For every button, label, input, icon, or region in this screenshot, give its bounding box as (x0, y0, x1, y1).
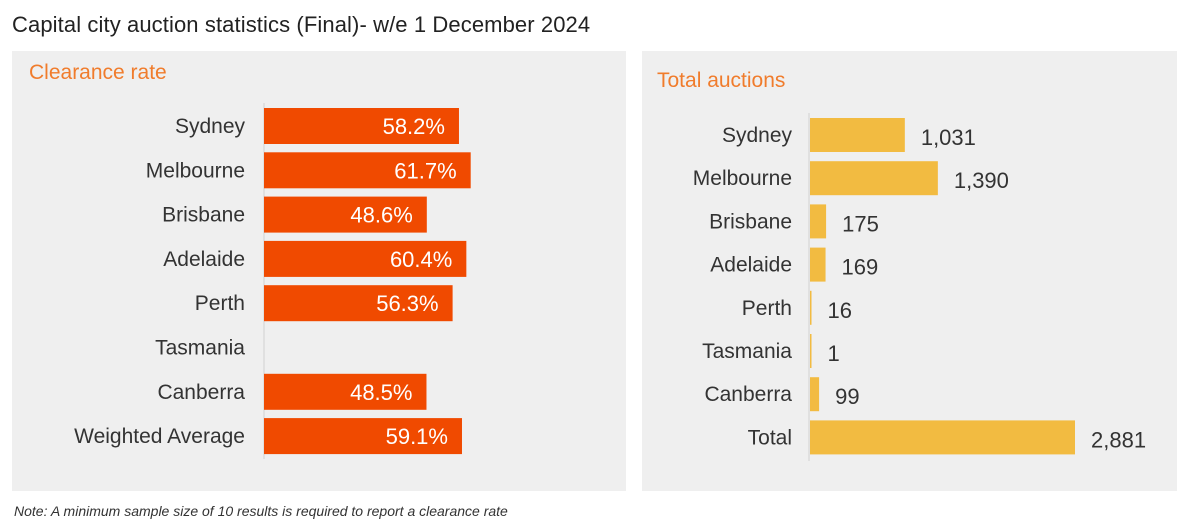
clearance-bar-adelaide (264, 240, 467, 277)
footnote: Note: A minimum sample size of 10 result… (14, 503, 508, 519)
category-label-total: Total (748, 426, 792, 449)
clearance-bar-canberra (264, 373, 427, 410)
category-label-tasmania: Tasmania (702, 340, 792, 363)
clearance-bar-sydney (264, 108, 459, 144)
clearance-bar-perth (264, 285, 453, 322)
auctions-bar-tasmania (810, 334, 812, 368)
auctions-value-total: 2,881 (1091, 427, 1146, 452)
auctions-value-adelaide: 169 (842, 255, 879, 280)
category-label-canberra: Canberra (704, 383, 792, 406)
category-label-sydney: Sydney (722, 124, 793, 147)
clearance-value-weighted-average: 59.1% (386, 424, 448, 449)
clearance-rate-title: Clearance rate (29, 61, 167, 84)
category-label-brisbane: Brisbane (162, 204, 245, 227)
category-label-tasmania: Tasmania (155, 337, 245, 360)
total-auctions-title: Total auctions (657, 69, 786, 92)
auctions-value-perth: 16 (828, 298, 852, 323)
clearance-rate-panel: Clearance rate Sydney 58.2% Melbourne 61.7%… (12, 51, 626, 491)
auctions-bar-total (810, 420, 1075, 455)
category-label-sydney: Sydney (175, 115, 246, 138)
auctions-bar-sydney (810, 118, 905, 152)
auctions-bar-canberra (810, 377, 820, 412)
auctions-value-tasmania: 1 (828, 341, 840, 366)
category-label-perth: Perth (742, 297, 792, 320)
auctions-bar-perth (810, 290, 812, 325)
clearance-rate-chart: Sydney 58.2% Melbourne 61.7% Brisbane 48.6% Ad… (74, 103, 471, 459)
auctions-bar-melbourne (810, 161, 938, 196)
category-label-brisbane: Brisbane (709, 210, 792, 233)
total-auctions-panel: Total auctions Sydney 1,031 Melbourne 1,390… (642, 51, 1177, 491)
category-label-melbourne: Melbourne (693, 167, 792, 190)
auctions-bar-brisbane (810, 204, 827, 239)
auctions-value-brisbane: 175 (842, 211, 879, 236)
category-label-canberra: Canberra (157, 381, 245, 404)
clearance-value-brisbane: 48.6% (350, 203, 412, 228)
auctions-value-canberra: 99 (835, 384, 859, 409)
category-label-adelaide: Adelaide (710, 254, 792, 277)
auctions-value-melbourne: 1,390 (954, 168, 1009, 193)
category-label-adelaide: Adelaide (163, 248, 245, 271)
clearance-value-melbourne: 61.7% (394, 158, 456, 183)
category-label-weighted-average: Weighted Average (74, 425, 245, 448)
clearance-value-sydney: 58.2% (383, 114, 445, 139)
clearance-bar-weighted-average (264, 418, 462, 455)
category-label-perth: Perth (195, 292, 245, 315)
auctions-bar-adelaide (810, 247, 826, 282)
clearance-bar-melbourne (264, 152, 471, 189)
clearance-value-canberra: 48.5% (350, 380, 412, 405)
clearance-bar-brisbane (264, 196, 427, 233)
category-label-melbourne: Melbourne (146, 159, 245, 182)
clearance-value-perth: 56.3% (376, 291, 438, 316)
auctions-value-sydney: 1,031 (921, 125, 976, 150)
total-auctions-chart: Sydney 1,031 Melbourne 1,390 Brisbane 175 Adel… (693, 113, 1146, 461)
clearance-value-adelaide: 60.4% (390, 247, 452, 272)
page-title: Capital city auction statistics (Final)-… (12, 12, 591, 37)
